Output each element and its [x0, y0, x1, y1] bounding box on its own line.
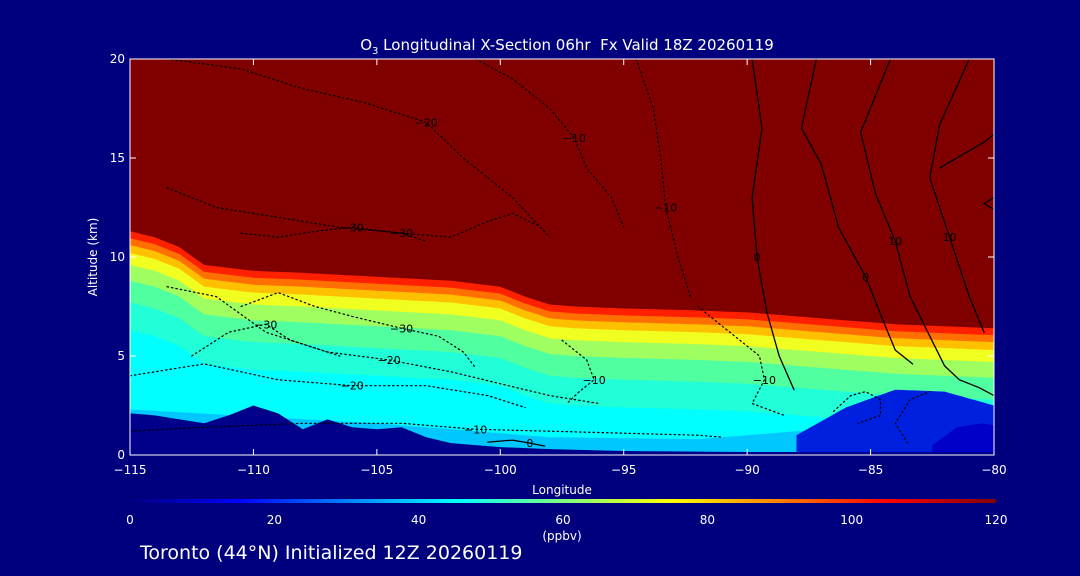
x-axis-label: Longitude	[532, 483, 592, 497]
colorbar-tick-label: 0	[126, 513, 134, 527]
x-tick-label: −80	[981, 463, 1006, 477]
solid-contour	[982, 196, 994, 211]
contour-label: 0	[862, 271, 869, 284]
x-tick-label: −115	[114, 463, 147, 477]
dotted-contour	[475, 59, 625, 228]
colorbar-tick-label: 80	[700, 513, 715, 527]
plot-area: −20−30−30−10−10−30−30−20−20−10−10−10 001…	[130, 59, 994, 455]
footer-caption: Toronto (44°N) Initialized 12Z 20260119	[140, 542, 523, 564]
x-tick-label: −90	[734, 463, 759, 477]
dotted-contour	[240, 226, 427, 242]
solid-contour	[943, 365, 994, 397]
dotted-contour	[240, 291, 477, 369]
contour-label: −10	[563, 132, 586, 145]
y-tick-label: 15	[110, 151, 125, 165]
colorbar-strip	[130, 499, 996, 503]
x-axis: −115 −110 −105 −100 −95 −90 −85 −80	[114, 59, 1007, 477]
title-prefix: O	[360, 36, 372, 54]
y-tick-label: 10	[110, 250, 125, 264]
title-rest: Longitudinal X-Section 06hr Fx Valid 18Z…	[378, 36, 773, 54]
dotted-contour	[561, 339, 595, 405]
dotted-contour	[894, 391, 931, 444]
chart-title: O3 Longitudinal X-Section 06hr Fx Valid …	[360, 36, 774, 57]
solid-contour	[929, 59, 985, 333]
y-tick-label: 0	[117, 448, 125, 462]
terrain	[130, 405, 994, 455]
x-tick-label: −105	[360, 463, 393, 477]
colorbar-tick-label: 40	[411, 513, 426, 527]
contour-label: −20	[378, 354, 401, 367]
contour-label: 10	[888, 235, 902, 248]
colorbar: 0 20 40 60 80 100 120 (ppbv)	[126, 499, 1007, 543]
solid-contour	[939, 133, 994, 169]
dotted-contour	[635, 59, 692, 298]
contour-label: −10	[654, 202, 677, 215]
title-subscript: 3	[372, 46, 378, 57]
contour-label: −30	[254, 318, 277, 331]
contour-label: −20	[415, 116, 438, 129]
colorbar-tick-label: 100	[840, 513, 863, 527]
x-tick-label: −110	[237, 463, 270, 477]
solid-contour	[860, 59, 946, 367]
contour-label: −10	[464, 423, 487, 436]
y-axis-label: Altitude (km)	[86, 218, 100, 297]
contour-label: 10	[943, 231, 957, 244]
solid-contours: 0 0 10 10 0	[487, 59, 994, 450]
contour-label: −30	[390, 322, 413, 335]
ozone-field-bands	[130, 231, 994, 455]
solid-contour	[487, 439, 546, 447]
dotted-contour	[166, 286, 600, 405]
low-ozone-core	[932, 423, 994, 455]
colorbar-ticks: 0 20 40 60 80 100 120	[126, 513, 1007, 527]
dotted-contour	[697, 305, 785, 416]
contour-label: −20	[341, 380, 364, 393]
x-tick-label: −85	[858, 463, 883, 477]
dotted-contours: −20−30−30−10−10−30−30−20−20−10−10−10	[130, 59, 931, 444]
y-axis: 0 5 10 15 20	[110, 52, 994, 462]
dotted-contour	[191, 323, 341, 357]
contour-label: 0	[526, 437, 533, 450]
dotted-contour	[832, 390, 882, 424]
colorbar-tick-label: 120	[985, 513, 1008, 527]
colorbar-tick-label: 60	[555, 513, 570, 527]
colorbar-tick-label: 20	[267, 513, 282, 527]
contour-label: −10	[582, 374, 605, 387]
y-tick-label: 5	[117, 349, 125, 363]
x-tick-label: −100	[484, 463, 517, 477]
colorbar-label: (ppbv)	[542, 529, 581, 543]
dotted-contour	[166, 59, 551, 238]
solid-contour	[751, 59, 795, 391]
dotted-contour	[130, 422, 724, 438]
dotted-contour	[130, 363, 526, 409]
contour-label: −10	[753, 374, 776, 387]
y-tick-label: 20	[110, 52, 125, 66]
x-tick-label: −95	[611, 463, 636, 477]
contour-label: 0	[754, 251, 761, 264]
solid-contour	[800, 59, 914, 365]
contour-label: −30	[341, 221, 364, 234]
